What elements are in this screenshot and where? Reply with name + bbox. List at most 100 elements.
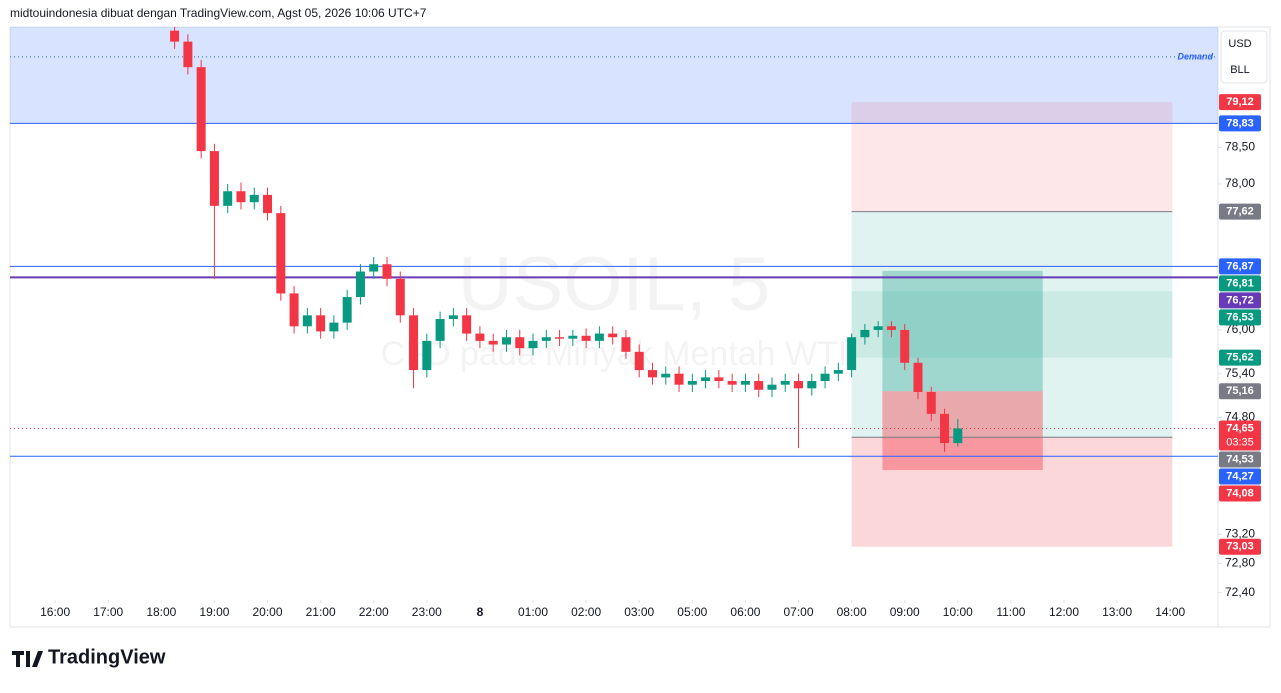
candle-body [302,315,312,327]
candle-body [886,326,896,330]
price-label: 76,72 [1226,294,1254,306]
candle-body [833,370,843,374]
candle-body [634,351,644,371]
x-tick-label: 06:00 [730,605,760,619]
x-tick-label: 09:00 [890,605,920,619]
candle-body [661,373,671,378]
y-tick-label: 72,80 [1225,556,1255,570]
price-label-bg [1219,485,1261,502]
x-tick-label: 08:00 [837,605,867,619]
frame [9,26,1271,628]
candle-body [847,337,857,371]
x-tick-label: 07:00 [784,605,814,619]
price-label-bg [1219,115,1261,132]
candle-body [820,373,830,382]
plot: USOIL, 5 CFD pada Minyak Mentah WTI Demand [10,27,1218,547]
candle-body [701,377,711,382]
position-box [851,102,1173,212]
unit-button[interactable]: BLL [1230,64,1250,76]
x-tick-label: 05:00 [677,605,707,619]
price-label-bg [1219,203,1261,220]
position-box [882,391,1043,471]
x-tick-label: 23:00 [412,605,442,619]
candle-body [674,373,684,385]
candle-body [940,413,950,444]
price-label: 74,27 [1226,470,1254,482]
demand-zone [10,27,1218,124]
price-label-bg [1219,275,1261,292]
watermark-description: CFD pada Minyak Mentah WTI [381,335,848,373]
candle-body [873,326,883,330]
candle-body [395,278,405,316]
candle-body [608,333,618,338]
candle-body [316,315,326,332]
x-tick-label: 14:00 [1155,605,1185,619]
x-tick-label: 12:00 [1049,605,1079,619]
x-tick-label: 19:00 [199,605,229,619]
price-label-bg [1219,383,1261,400]
price-label: 76,53 [1226,311,1254,323]
x-tick-label: 01:00 [518,605,548,619]
demand-label: Demand [1177,51,1213,61]
candle-body [541,337,551,341]
candle-body [249,194,259,203]
price-label: 75,62 [1226,352,1254,364]
candle-body [794,381,804,389]
y-tick-label: 72,40 [1225,585,1255,599]
price-label-bg [1219,258,1261,275]
price-label: 75,16 [1226,385,1254,397]
price-label: 74,65 [1226,422,1254,434]
price-label: 74,08 [1226,487,1254,499]
candle-body [501,337,511,345]
logo: TradingView [48,646,166,668]
position-box [851,437,1173,547]
candle-body [475,333,485,341]
x-tick-label: 21:00 [306,605,336,619]
candle-body [860,329,870,338]
candle-body [568,335,578,339]
x-tick-label: 16:00 [40,605,70,619]
candle-body [953,428,963,444]
y-tick-label: 76,00 [1225,322,1255,336]
y-tick-label: 74,80 [1225,410,1255,424]
candle-body [462,315,472,334]
candle-body [329,322,339,332]
currency-button[interactable]: USD [1228,38,1251,50]
x-tick-label: 18:00 [146,605,176,619]
candle-body [754,381,764,390]
price-label: 77,62 [1226,206,1254,218]
price-label: 76,87 [1226,260,1254,272]
candle-body [289,293,299,327]
candle-body [170,30,180,42]
candle-body [900,329,910,363]
x-tick-label: 03:00 [624,605,654,619]
price-label-bg [1219,349,1261,366]
candle-body [236,191,246,203]
candle-body [435,318,445,341]
x-tick-label: 13:00 [1102,605,1132,619]
watermark-symbol: USOIL, 5 [458,242,771,327]
candle-body [528,340,538,349]
candle-body [780,381,790,385]
candle-body [223,191,233,206]
y-tick-label: 78,00 [1225,176,1255,190]
price-label: 73,03 [1226,541,1254,553]
candle-body [687,381,697,385]
price-label-bg [1219,538,1261,555]
candle-body [594,333,604,341]
x-tick-label: 17:00 [93,605,123,619]
candle-body [342,297,352,323]
candle-body [767,384,777,390]
x-tick-label: 11:00 [996,605,1025,619]
price-label-bg [1219,468,1261,485]
candle-body [355,271,365,298]
header: midtouindonesia dibuat dengan TradingVie… [10,6,427,20]
unit-box[interactable] [1220,30,1268,84]
candle-body [727,381,737,385]
price-label: 76,81 [1226,277,1254,289]
x-tick-label: 22:00 [359,605,389,619]
x-tick-label: 8 [477,605,484,619]
candle-body [740,381,750,385]
candle-body [488,340,498,345]
